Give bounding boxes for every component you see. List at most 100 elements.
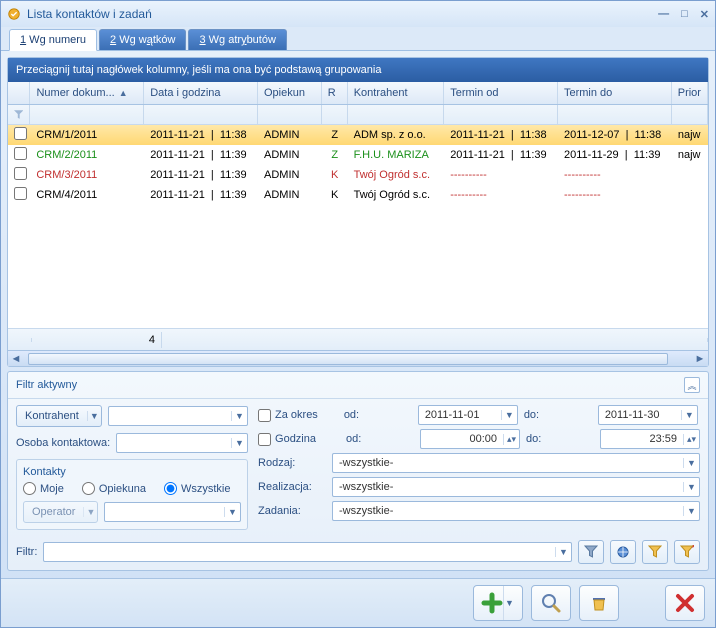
app-icon [7,7,21,21]
col-docnum[interactable]: Numer dokum... ▲ [30,82,144,104]
table-cell: Twój Ogród s.c. [348,187,445,203]
radio-opiekuna[interactable]: Opiekuna [82,482,146,495]
table-cell: 2011-11-21 | 11:39 [444,147,558,163]
rodzaj-row: Rodzaj: -wszystkie-▼ [258,453,700,473]
col-kontrahent[interactable]: Kontrahent [348,82,445,104]
date-from-picker[interactable]: 2011-11-01▼ [418,405,518,425]
filter-body: Kontrahent ▼ ▼ Osoba kontaktowa: ▼ [8,399,708,536]
checkbox-input[interactable] [258,433,271,446]
scroll-right-arrow[interactable]: ► [692,351,708,367]
row-checkbox[interactable] [14,167,27,180]
zadania-dropdown[interactable]: -wszystkie-▼ [332,501,700,521]
filter-icon-cell[interactable] [8,105,30,124]
table-cell: ADMIN [258,147,322,163]
filter-cell[interactable] [558,105,672,124]
col-checkbox[interactable] [8,82,30,104]
col-r[interactable]: R [322,82,348,104]
filter-cell[interactable] [672,105,708,124]
date-value: 2011-11-30 [599,409,681,421]
minimize-button[interactable]: — [658,8,669,21]
date-to-picker[interactable]: 2011-11-30▼ [598,405,698,425]
delete-button[interactable] [579,585,619,621]
kontrahent-row: Kontrahent ▼ ▼ [16,405,248,427]
osoba-dropdown[interactable]: ▼ [116,433,248,453]
scroll-left-arrow[interactable]: ◄ [8,351,24,367]
row-checkbox[interactable] [14,147,27,160]
svg-text:✶: ✶ [690,545,694,553]
row-checkbox[interactable] [14,187,27,200]
table-cell: 2011-12-07 | 11:38 [558,127,672,143]
checkbox-input[interactable] [258,409,271,422]
filter-cell[interactable] [444,105,558,124]
filter-cell[interactable] [30,105,144,124]
godzina-checkbox[interactable]: Godzina [258,433,316,446]
filter-cell[interactable] [348,105,445,124]
col-termin-do[interactable]: Termin do [558,82,672,104]
tab-wg-watkow[interactable]: 2 Wg wątków [99,29,186,50]
time-from-picker[interactable]: 00:00▴▾ [420,429,520,449]
close-button[interactable]: ✕ [700,8,709,21]
filtr-dropdown[interactable]: ▼ [43,542,572,562]
table-cell [8,165,30,185]
table-row[interactable]: CRM/1/20112011-11-21 | 11:38ADMINZADM sp… [8,125,708,145]
time-to-picker[interactable]: 23:59▴▾ [600,429,700,449]
radio-moje[interactable]: Moje [23,482,64,495]
radio-input[interactable] [82,482,95,495]
chevron-down-icon[interactable]: ▼ [503,586,515,620]
add-button[interactable]: ▼ [473,585,523,621]
operator-dropdown[interactable]: ▼ [104,502,241,522]
kontrahent-dropdown[interactable]: ▼ [108,406,248,426]
chevron-down-icon[interactable]: ▼ [87,411,101,421]
tab-wg-numeru[interactable]: 1 Wg numeru [9,29,97,51]
za-okres-checkbox[interactable]: Za okres [258,409,318,422]
table-row[interactable]: CRM/2/20112011-11-21 | 11:39ADMINZF.H.U.… [8,145,708,165]
dropdown-text: -wszystkie- [333,457,683,469]
chevron-down-icon[interactable]: ▼ [83,507,97,517]
filter-title: Filtr aktywny [16,379,77,391]
radio-label: Moje [40,483,64,495]
col-date[interactable]: Data i godzina [144,82,258,104]
maximize-button[interactable]: □ [681,8,688,21]
realizacja-dropdown[interactable]: -wszystkie-▼ [332,477,700,497]
radio-label: Opiekuna [99,483,146,495]
titlebar[interactable]: Lista kontaktów i zadań — □ ✕ [1,1,715,27]
table-row[interactable]: CRM/4/20112011-11-21 | 11:39ADMINKTwój O… [8,185,708,205]
funnel-icon [584,545,598,559]
close-window-button[interactable] [665,585,705,621]
scroll-thumb[interactable] [28,353,668,365]
row-checkbox[interactable] [14,127,27,140]
window-title: Lista kontaktów i zadań [27,7,658,21]
table-cell: ADMIN [258,187,322,203]
grid-body[interactable]: CRM/1/20112011-11-21 | 11:38ADMINZADM sp… [8,125,708,328]
refresh-filter-button[interactable] [610,540,636,564]
edit-filter-button[interactable] [642,540,668,564]
table-cell: 2011-11-21 | 11:39 [144,187,258,203]
filter-cell[interactable] [144,105,258,124]
filter-cell[interactable] [322,105,348,124]
filter-cell[interactable] [258,105,322,124]
clear-filter-button[interactable]: ✶ [674,540,700,564]
collapse-filter-button[interactable]: ︽ [684,377,700,393]
rodzaj-dropdown[interactable]: -wszystkie-▼ [332,453,700,473]
chevron-down-icon: ▼ [683,458,699,468]
filter-right-col: Za okres od: 2011-11-01▼ do: 2011-11-30▼… [258,405,700,530]
col-opiekun[interactable]: Opiekun [258,82,322,104]
group-by-hint[interactable]: Przeciągnij tutaj nagłówek kolumny, jeśl… [8,58,708,82]
horizontal-scrollbar[interactable]: ◄ ► [8,350,708,366]
view-button[interactable] [531,585,571,621]
tab-wg-atrybutow[interactable]: 3 Wg atrybutów [188,29,286,50]
grid-panel: Przeciągnij tutaj nagłówek kolumny, jeśl… [7,57,709,367]
operator-button[interactable]: Operator ▼ [23,501,98,523]
radio-input[interactable] [164,482,177,495]
filtr-bottom-row: Filtr: ▼ ✶ [8,536,708,570]
kontrahent-button[interactable]: Kontrahent ▼ [16,405,102,427]
radio-input[interactable] [23,482,36,495]
table-row[interactable]: CRM/3/20112011-11-21 | 11:39ADMINKTwój O… [8,165,708,185]
spinner-icon: ▴▾ [503,434,519,445]
col-prior[interactable]: Prior [672,82,708,104]
col-termin-od[interactable]: Termin od [444,82,558,104]
grid-footer: 4 [8,328,708,350]
rodzaj-label: Rodzaj: [258,457,326,469]
apply-filter-button[interactable] [578,540,604,564]
radio-wszystkie[interactable]: Wszystkie [164,482,231,495]
